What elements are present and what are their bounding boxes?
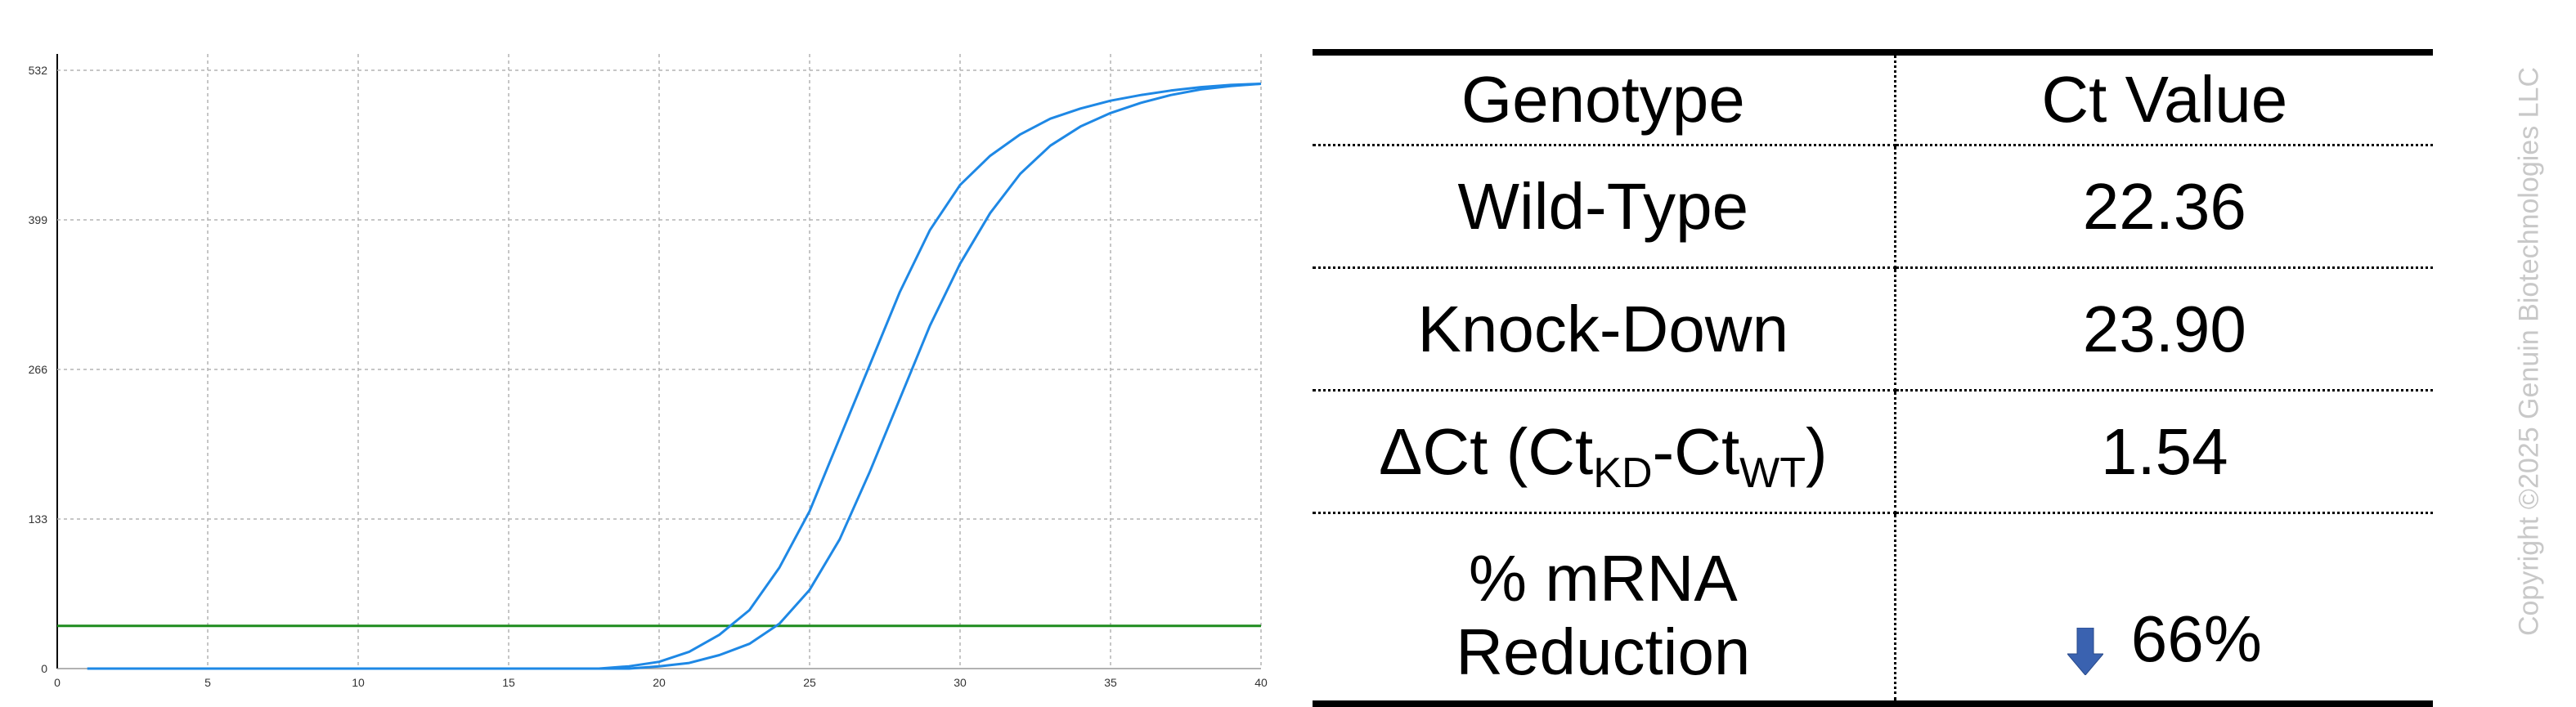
subscript-kd: KD: [1593, 449, 1653, 497]
y-tick-label: 266: [29, 363, 48, 376]
copyright-watermark: Copyright ©2025 Genuin Biotechnologies L…: [2513, 66, 2545, 637]
x-tick-label: 5: [204, 676, 211, 689]
x-tick-label: 30: [954, 676, 967, 689]
amplification-plot: 0 5 10 15 20 25 30 35 40 0 133 266 399 532: [29, 54, 1268, 689]
y-tick-label: 133: [29, 512, 48, 526]
delta-ct-prefix: ΔCt (Ct: [1378, 414, 1594, 488]
ct-value-table: Genotype Ct Value Wild-Type 22.36 Knock-…: [1313, 49, 2433, 707]
table-row-delta: ΔCt (CtKD-CtWT) 1.54: [1313, 390, 2433, 514]
ct-knock-down: 23.90: [1895, 267, 2433, 392]
x-tick-label: 15: [502, 676, 515, 689]
subscript-wt: WT: [1739, 449, 1806, 497]
down-arrow-icon: [2067, 627, 2103, 675]
amplification-curve-1: [87, 83, 1262, 670]
reduction-value: 66%: [2130, 602, 2262, 675]
header-genotype: Genotype: [1313, 49, 1896, 146]
x-tick-label: 40: [1254, 676, 1268, 689]
x-tick-label: 10: [352, 676, 365, 689]
genotype-knock-down: Knock-Down: [1313, 267, 1896, 392]
x-tick-label: 0: [54, 676, 61, 689]
table-header-row: Genotype Ct Value: [1313, 49, 2433, 146]
table-row-reduction: % mRNA Reduction 66%: [1313, 512, 2433, 707]
delta-ct-suffix: ): [1806, 414, 1828, 488]
ct-value-table-panel: Genotype Ct Value Wild-Type 22.36 Knock-…: [1313, 49, 2433, 707]
y-tick-label: 532: [29, 64, 48, 77]
x-tick-label: 35: [1104, 676, 1117, 689]
x-tick-label: 20: [653, 676, 666, 689]
delta-ct-value: 1.54: [1895, 390, 2433, 514]
x-tick-label: 25: [803, 676, 816, 689]
y-tick-label: 0: [41, 662, 47, 675]
reduction-cell: 66%: [1895, 512, 2433, 707]
delta-ct-middle: -Ct: [1652, 414, 1740, 488]
reduction-label-line1: % mRNA: [1468, 542, 1738, 615]
reduction-value-wrap: 66%: [2067, 603, 2262, 675]
header-ct-value: Ct Value: [1895, 49, 2433, 146]
genotype-wild-type: Wild-Type: [1313, 145, 1896, 269]
table-row: Wild-Type 22.36: [1313, 145, 2433, 269]
amplification-curve-2: [87, 83, 1262, 670]
amplification-chart: 0 5 10 15 20 25 30 35 40 0 133 266 399 532: [0, 0, 1276, 703]
ct-wild-type: 22.36: [1895, 145, 2433, 269]
reduction-label-line2: Reduction: [1456, 615, 1751, 688]
y-tick-label: 399: [29, 213, 48, 226]
table-row: Knock-Down 23.90: [1313, 267, 2433, 392]
delta-ct-label: ΔCt (CtKD-CtWT): [1313, 390, 1896, 514]
reduction-label: % mRNA Reduction: [1313, 512, 1896, 707]
